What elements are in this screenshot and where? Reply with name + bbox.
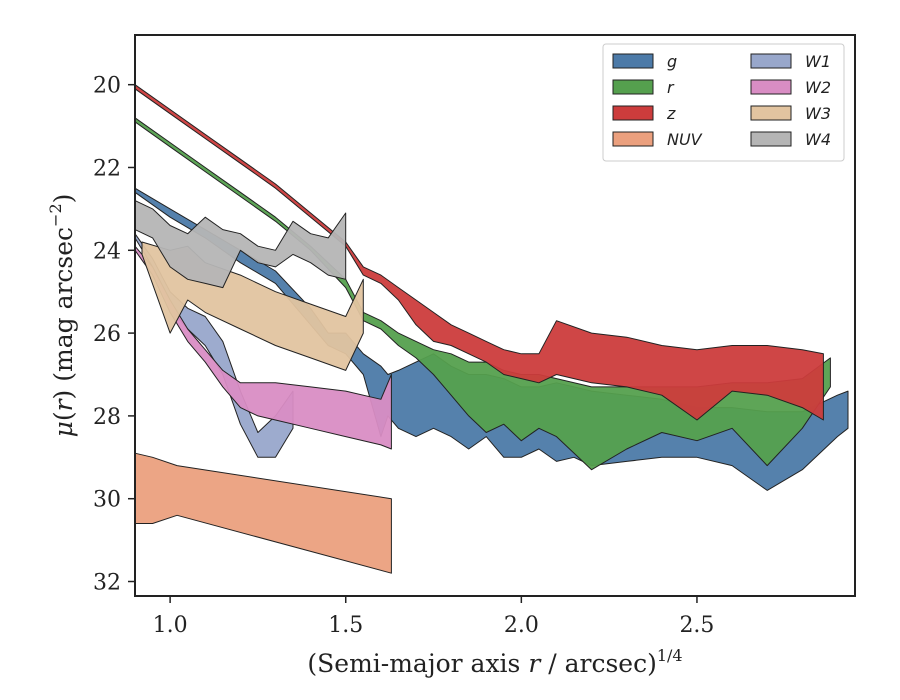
legend-label-g: g [667,52,677,71]
legend-swatch-w1 [750,53,792,69]
legend-label-r: r [667,78,675,97]
legend-label-w3: W3 [805,104,831,123]
y-tick-label: 20 [93,74,121,99]
legend-label-nuv: NUV [667,130,703,149]
legend-swatch-z [612,105,654,121]
series-layer [134,84,849,574]
x-tick-label: 1.0 [153,613,188,638]
y-axis: 20 22 24 26 28 30 32 [93,74,135,596]
legend-swatch-g [612,53,654,69]
x-tick-label: 2.5 [679,613,714,638]
series-band-w4 [134,200,347,289]
legend-label-w4: W4 [805,130,831,149]
legend-swatch-r [612,79,654,95]
legend-swatch-nuv [612,131,654,147]
y-tick-label: 30 [93,488,121,513]
legend: grz NUV W1 W2 W3 W4 [602,43,845,162]
x-tick-label: 1.5 [328,613,363,638]
legend-label-w1: W1 [805,52,831,71]
y-tick-label: 22 [93,156,121,181]
y-tick-label: 24 [93,239,121,264]
x-axis: 1.0 1.5 2.0 2.5 [153,596,714,638]
series-band-nuv [134,452,392,574]
series-band-z [134,84,824,421]
x-axis-label: (Semi-major axis r / arcsec)1/4 [307,646,682,678]
series-band-r [134,117,831,471]
legend-label-z: z [666,104,676,123]
legend-swatch-w4 [750,131,792,147]
legend-swatch-w2 [750,79,792,95]
y-tick-label: 32 [93,571,121,596]
series-band-w2 [134,245,392,450]
series-band-g [134,187,849,491]
y-tick-label: 26 [93,322,121,347]
legend-swatch-w3 [750,105,792,121]
axis-labels: (Semi-major axis r / arcsec)1/4 μ(r) (mag… [46,194,683,678]
y-tick-label: 28 [93,405,121,430]
legend-label-w2: W2 [805,78,831,97]
y-axis-label: μ(r) (mag arcsec−2) [46,194,78,438]
plot-frame [134,34,856,597]
x-tick-label: 2.0 [504,613,539,638]
